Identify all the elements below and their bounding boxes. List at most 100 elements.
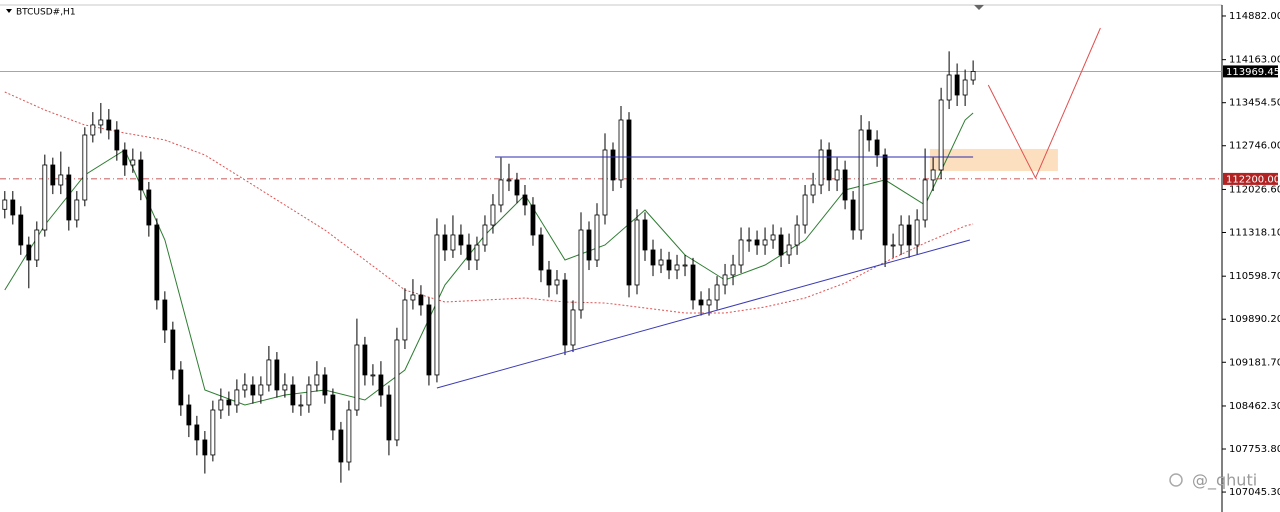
candle-body — [394, 339, 400, 441]
candle-body — [82, 134, 88, 201]
y-tick-label: 109181.70 — [1229, 357, 1280, 368]
candle-body — [434, 234, 440, 376]
candle-body — [418, 294, 424, 306]
candle-body — [306, 384, 312, 406]
candle-body — [762, 239, 768, 246]
candle-body — [298, 404, 304, 407]
candle-body — [386, 394, 392, 441]
candle-body — [66, 174, 72, 221]
candle-body — [442, 234, 448, 251]
candle-body — [802, 194, 808, 226]
candle-body — [738, 239, 744, 266]
candle-body — [842, 169, 848, 201]
candle-body — [210, 409, 216, 456]
candle-body — [898, 224, 904, 246]
candle-body — [746, 239, 752, 242]
candle-body — [530, 204, 536, 236]
candle-body — [362, 344, 368, 376]
level-label-box — [1223, 172, 1278, 185]
candle-body — [962, 79, 968, 96]
candle-body — [658, 259, 664, 266]
candle-body — [146, 189, 152, 226]
candle-body — [138, 159, 144, 191]
candle-body — [778, 234, 784, 256]
candle-body — [178, 369, 184, 406]
candle-body — [98, 119, 104, 126]
y-tick-label: 113454.50 — [1229, 98, 1280, 109]
candle-body — [834, 169, 840, 181]
y-tick-label: 110598.70 — [1229, 271, 1280, 282]
y-tick-label: 112026.60 — [1229, 184, 1280, 195]
candle-body — [322, 374, 328, 396]
y-tick-label: 111318.10 — [1229, 227, 1280, 238]
candle-body — [818, 149, 824, 186]
candle-body — [906, 224, 912, 246]
candle-body — [122, 149, 128, 166]
candle-body — [242, 384, 248, 391]
candle-body — [754, 239, 760, 246]
candle-body — [282, 384, 288, 391]
last-price-box — [1223, 65, 1278, 78]
candle-body — [594, 214, 600, 261]
candle-body — [954, 74, 960, 96]
chart-title: BTCUSD#,H1 — [16, 8, 76, 18]
y-tick-label: 108462.30 — [1229, 401, 1280, 412]
candle-body — [26, 244, 32, 261]
candle-body — [602, 149, 608, 216]
candle-body — [810, 184, 816, 196]
candle-body — [714, 284, 720, 301]
candle-body — [650, 249, 656, 266]
candle-body — [874, 139, 880, 156]
candle-body — [10, 199, 16, 216]
candle-body — [946, 74, 952, 101]
candle-body — [554, 279, 560, 286]
y-tick-label: 112746.00 — [1229, 141, 1280, 152]
candle-body — [674, 264, 680, 271]
y-tick-label: 114163.00 — [1229, 55, 1280, 66]
watermark: @_qhuti — [1192, 471, 1257, 491]
candle-body — [970, 71, 976, 81]
y-tick-label: 107045.30 — [1229, 487, 1280, 498]
candle-body — [890, 244, 896, 247]
candle-body — [338, 429, 344, 463]
candle-body — [466, 244, 472, 261]
last-price-label: 113969.45 — [1226, 67, 1280, 78]
candle-body — [34, 229, 40, 261]
candle-body — [794, 224, 800, 246]
candle-body — [610, 149, 616, 181]
candle-body — [514, 179, 520, 196]
candle-body — [402, 299, 408, 341]
candle-body — [58, 174, 64, 186]
candle-body — [330, 394, 336, 431]
candle-body — [914, 219, 920, 246]
candle-body — [74, 199, 80, 221]
candle-body — [562, 279, 568, 346]
candle-body — [218, 399, 224, 411]
candle-body — [634, 219, 640, 286]
candle-body — [626, 119, 632, 286]
candle-body — [274, 359, 280, 391]
candle-body — [722, 274, 728, 286]
candle-body — [450, 234, 456, 251]
candle-body — [162, 299, 168, 331]
candle-body — [106, 119, 112, 131]
candle-body — [578, 229, 584, 311]
candle-body — [882, 154, 888, 246]
watermark-icon — [1169, 473, 1183, 487]
candle-body — [18, 214, 24, 246]
candle-body — [258, 384, 264, 396]
candle-body — [378, 374, 384, 396]
y-tick-label: 114882.00 — [1229, 11, 1280, 22]
candle-body — [770, 234, 776, 241]
candle-body — [698, 299, 704, 306]
candle-body — [426, 304, 432, 376]
candle-body — [570, 309, 576, 346]
level-label: 112200.00 — [1226, 174, 1280, 185]
candle-body — [130, 159, 136, 166]
candle-body — [730, 264, 736, 276]
y-tick-label: 109890.20 — [1229, 314, 1280, 325]
candle-body — [346, 409, 352, 463]
candle-body — [490, 204, 496, 226]
candle-body — [314, 374, 320, 386]
